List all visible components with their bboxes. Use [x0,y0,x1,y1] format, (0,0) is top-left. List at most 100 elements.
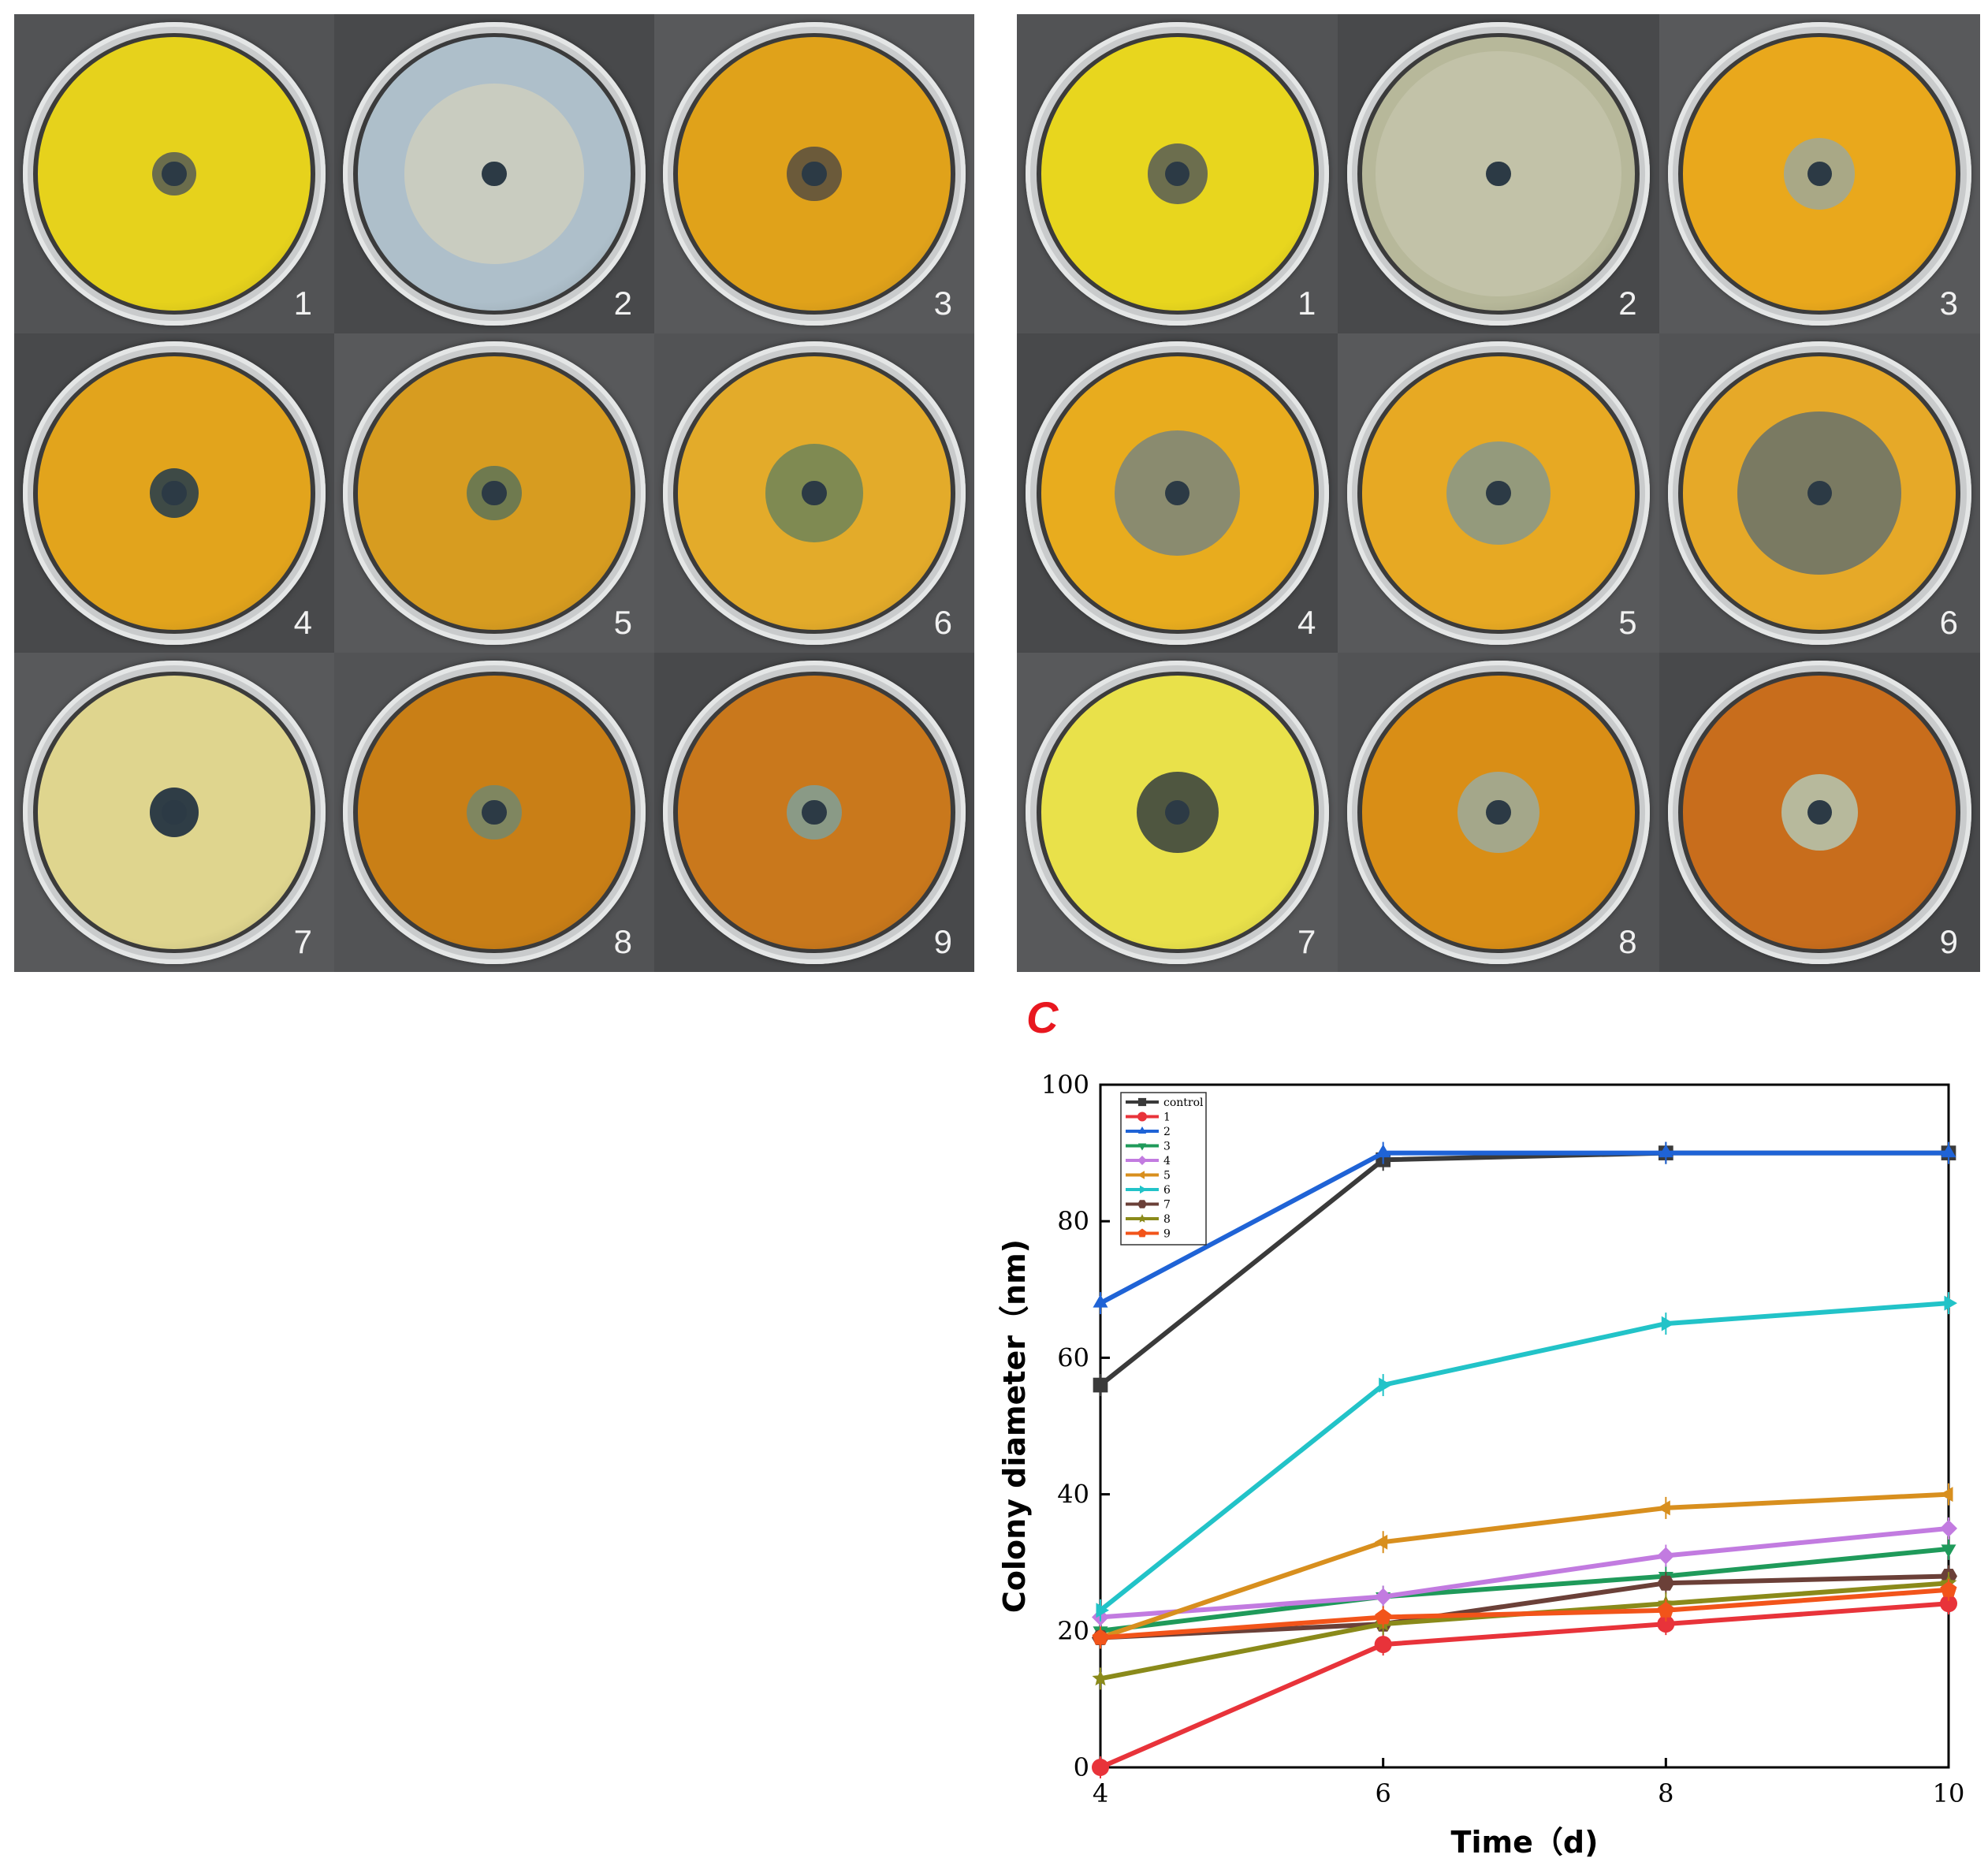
plate-number: 5 [613,604,632,641]
plate-cell: 1 [1017,14,1338,333]
data-point-2 [1093,1294,1108,1308]
legend-label: 9 [1163,1228,1171,1241]
agar-medium [37,676,311,949]
agar-medium [1683,356,1956,630]
plate-number: 3 [933,285,952,322]
panel-c-label: C [1026,992,1059,1042]
legend-marker [1137,1126,1147,1134]
inoculum-plug [802,161,827,187]
series-line-5 [1100,1491,1949,1640]
series-line-4 [1100,1525,1949,1620]
agar-medium [357,676,631,949]
data-point-4 [1374,1588,1392,1606]
agar-medium [357,37,631,311]
plate-cell: 6 [1659,333,1980,653]
series-line-3 [1100,1546,1949,1633]
plate-cell: 3 [654,14,974,333]
y-tick-label: 60 [1057,1342,1089,1372]
inoculum-plug [482,799,507,825]
inoculum-plug [482,480,507,506]
legend-marker [1137,1200,1147,1208]
inoculum-plug [802,480,827,506]
data-point-9 [1375,1608,1392,1625]
inoculum-plug [1165,480,1190,506]
series-line-1 [1099,1601,1949,1770]
petri-dish [22,22,326,326]
legend-label: 1 [1163,1112,1171,1124]
plate-number: 6 [933,604,952,641]
plate-number: 7 [1297,923,1316,960]
inoculum-plug [1486,799,1511,825]
series-line-control [1099,1150,1949,1387]
petri-dish [1346,341,1651,645]
legend-label: 8 [1163,1213,1171,1226]
x-tick-label: 6 [1375,1778,1390,1808]
petri-dish [342,661,646,964]
plate-number: 7 [293,923,312,960]
plate-cell: 9 [654,653,974,972]
agar-medium [1361,37,1636,311]
inoculum-plug [482,161,507,187]
data-point-9 [1940,1581,1957,1597]
plate-number: 2 [1618,285,1637,322]
data-point-2 [1658,1144,1673,1158]
data-point-6 [1944,1295,1957,1311]
plate-cell: 5 [1338,333,1659,653]
petri-dish [662,661,966,964]
inoculum-plug [1807,799,1832,825]
agar-medium [357,356,631,630]
x-axis-label: Time（d) [1451,1825,1599,1860]
petri-dish [22,661,326,964]
legend-marker [1140,1185,1147,1194]
petri-dish [1026,22,1330,326]
petri-dish [1026,661,1330,964]
legend-label: 6 [1163,1184,1171,1197]
plate-cell: 6 [654,333,974,653]
data-point-6 [1096,1603,1109,1618]
data-point-4 [1940,1519,1957,1537]
plate-cell: 7 [14,653,334,972]
data-point-9 [1092,1629,1109,1645]
data-point-5 [1374,1534,1388,1550]
plate-cell: 2 [1338,14,1659,333]
plate-number: 8 [1618,923,1637,960]
legend-marker [1137,1156,1147,1165]
legend-label: 2 [1163,1126,1171,1138]
plate-cell: 5 [334,333,654,653]
legend-label: 4 [1163,1155,1171,1167]
legend-marker [1137,1143,1147,1151]
agar-medium [1041,676,1314,949]
petri-dish [342,341,646,645]
agar-medium [37,356,311,630]
petri-dish [662,22,966,326]
agar-medium [37,37,311,311]
plate-number: 1 [1297,285,1316,322]
plate-number: 5 [1618,604,1637,641]
data-point-7 [1657,1575,1675,1591]
legend-marker [1137,1214,1147,1223]
agar-medium [1683,676,1956,949]
legend-marker [1137,1097,1147,1107]
inoculum-plug [1486,480,1511,506]
plate-cell: 9 [1659,653,1980,972]
petri-dish [1026,341,1330,645]
data-point-4 [1657,1547,1675,1565]
petri-dish [662,341,966,645]
data-point-2 [1376,1144,1391,1158]
inoculum-plug [1165,799,1190,825]
series-line-7 [1100,1573,1949,1640]
inoculum-plug [1486,161,1511,187]
data-point-9 [1657,1601,1674,1618]
data-point-3 [1941,1544,1956,1558]
agar-medium [677,37,951,311]
data-point-5 [1940,1487,1953,1502]
x-tick-label: 10 [1933,1778,1965,1808]
y-tick-label: 0 [1074,1752,1089,1782]
inoculum-plug [1165,161,1190,187]
data-point-6 [1661,1316,1675,1331]
legend-marker [1137,1228,1147,1238]
legend-label: control [1163,1097,1204,1109]
